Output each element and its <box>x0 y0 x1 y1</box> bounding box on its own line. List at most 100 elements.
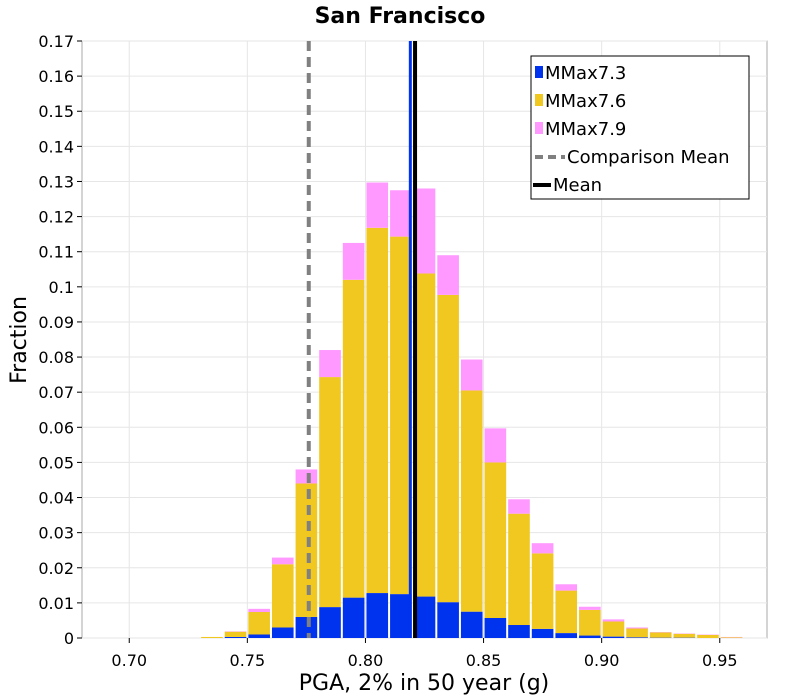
y-tick-label: 0.15 <box>38 102 74 121</box>
bar-mmax7-6 <box>271 564 294 628</box>
x-tick-label: 0.70 <box>111 651 147 670</box>
bar-mmax7-3 <box>224 636 247 638</box>
bar-mmax7-6 <box>484 462 507 618</box>
bar-layer <box>201 182 743 638</box>
bar-mmax7-6 <box>201 636 223 638</box>
legend-label: Mean <box>553 175 602 196</box>
bar-mmax7-6 <box>413 273 436 597</box>
y-tick-label: 0.05 <box>38 453 74 472</box>
bar-mmax7-3 <box>366 593 389 638</box>
x-tick-label: 0.80 <box>348 651 384 670</box>
y-tick-label: 0.03 <box>38 524 74 543</box>
bar-mmax7-9 <box>508 499 530 514</box>
bar-mmax7-9 <box>626 627 648 629</box>
bar-mmax7-6 <box>555 590 578 634</box>
x-tick-label: 0.95 <box>702 651 738 670</box>
bar-mmax7-6 <box>626 628 648 638</box>
legend-box <box>530 55 750 200</box>
bar-mmax7-3 <box>390 594 412 638</box>
bar-mmax7-6 <box>248 612 270 635</box>
legend-swatch <box>535 94 543 106</box>
y-tick-label: 0.08 <box>38 348 74 367</box>
y-tick-label: 0.07 <box>38 383 74 402</box>
bar-mmax7-3 <box>626 637 648 638</box>
bar-mmax7-6 <box>531 553 554 629</box>
y-tick-label: 0.17 <box>38 32 74 51</box>
legend-label: MMax7.3 <box>545 63 626 84</box>
bar-mmax7-6 <box>390 236 412 595</box>
bar-mmax7-6 <box>649 632 672 638</box>
bar-mmax7-9 <box>295 469 318 484</box>
y-tick-label: 0.16 <box>38 67 74 86</box>
bar-mmax7-6 <box>224 631 247 637</box>
bar-mmax7-9 <box>413 188 436 274</box>
axis-layer: 0 0.01 0.02 0.03 0.04 0.05 0.06 0.07 0.08 0.09 0.1… <box>38 32 737 670</box>
reference-line-layer <box>306 41 418 638</box>
bar-mmax7-6 <box>720 637 743 638</box>
bar-mmax7-9 <box>437 255 459 295</box>
bar-mmax7-9 <box>342 242 365 280</box>
bar-mmax7-9 <box>390 190 412 237</box>
legend-swatch <box>535 122 543 134</box>
bar-mmax7-3 <box>342 597 365 638</box>
legend-label: MMax7.6 <box>545 91 626 112</box>
bar-mmax7-3 <box>555 633 578 638</box>
bar-mmax7-9 <box>366 182 389 228</box>
bar-mmax7-3 <box>531 628 554 638</box>
bar-mmax7-6 <box>602 621 625 637</box>
bar-mmax7-9 <box>460 359 483 391</box>
bar-mmax7-9 <box>484 428 507 463</box>
y-tick-label: 0 <box>64 629 74 648</box>
bar-mmax7-6 <box>579 609 601 636</box>
bar-mmax7-9 <box>579 606 601 610</box>
bar-mmax7-3 <box>508 625 530 638</box>
x-tick-label: 0.75 <box>230 651 266 670</box>
legend: MMax7.3 MMax7.6 MMax7.9 Comparison Mean Mean <box>530 55 750 200</box>
bar-mmax7-6 <box>697 634 719 638</box>
bar-mmax7-3 <box>602 636 625 638</box>
y-tick-label: 0.1 <box>49 278 74 297</box>
y-tick-label: 0.13 <box>38 172 74 191</box>
x-axis-title: PGA, 2% in 50 year (g) <box>299 671 550 696</box>
chart-title: San Francisco <box>315 4 486 29</box>
y-axis-title: Fraction <box>7 296 32 384</box>
bar-mmax7-6 <box>342 279 365 598</box>
x-tick-label: 0.85 <box>466 651 502 670</box>
x-tick-label: 0.90 <box>584 651 620 670</box>
legend-label: MMax7.9 <box>545 119 626 140</box>
y-tick-label: 0.01 <box>38 594 74 613</box>
bar-mmax7-3 <box>413 596 436 638</box>
bar-mmax7-3 <box>295 616 318 638</box>
bar-mmax7-3 <box>579 635 601 638</box>
bar-mmax7-6 <box>508 513 530 626</box>
y-tick-label: 0.02 <box>38 559 74 578</box>
legend-swatch <box>535 66 543 78</box>
bar-mmax7-3 <box>484 617 507 638</box>
y-tick-label: 0.04 <box>38 489 74 508</box>
bar-mmax7-6 <box>366 227 389 594</box>
bar-mmax7-9 <box>531 543 554 554</box>
bar-mmax7-6 <box>437 294 459 603</box>
bar-mmax7-3 <box>271 627 294 638</box>
bar-mmax7-6 <box>673 633 696 638</box>
bar-mmax7-3 <box>248 634 270 638</box>
bar-mmax7-3 <box>460 611 483 638</box>
y-tick-label: 0.06 <box>38 418 74 437</box>
y-tick-label: 0.09 <box>38 313 74 332</box>
bar-mmax7-3 <box>319 607 341 638</box>
bar-mmax7-9 <box>319 350 341 378</box>
bar-mmax7-3 <box>437 602 459 638</box>
bar-mmax7-6 <box>295 483 318 617</box>
bar-mmax7-9 <box>271 557 294 565</box>
bar-mmax7-9 <box>248 608 270 613</box>
bar-mmax7-6 <box>460 390 483 612</box>
y-tick-label: 0.11 <box>38 243 74 262</box>
bar-mmax7-9 <box>602 619 625 622</box>
y-tick-label: 0.12 <box>38 208 74 227</box>
bar-mmax7-9 <box>555 584 578 591</box>
bar-mmax7-6 <box>319 377 341 608</box>
y-tick-label: 0.14 <box>38 137 74 156</box>
legend-label: Comparison Mean <box>567 147 730 168</box>
